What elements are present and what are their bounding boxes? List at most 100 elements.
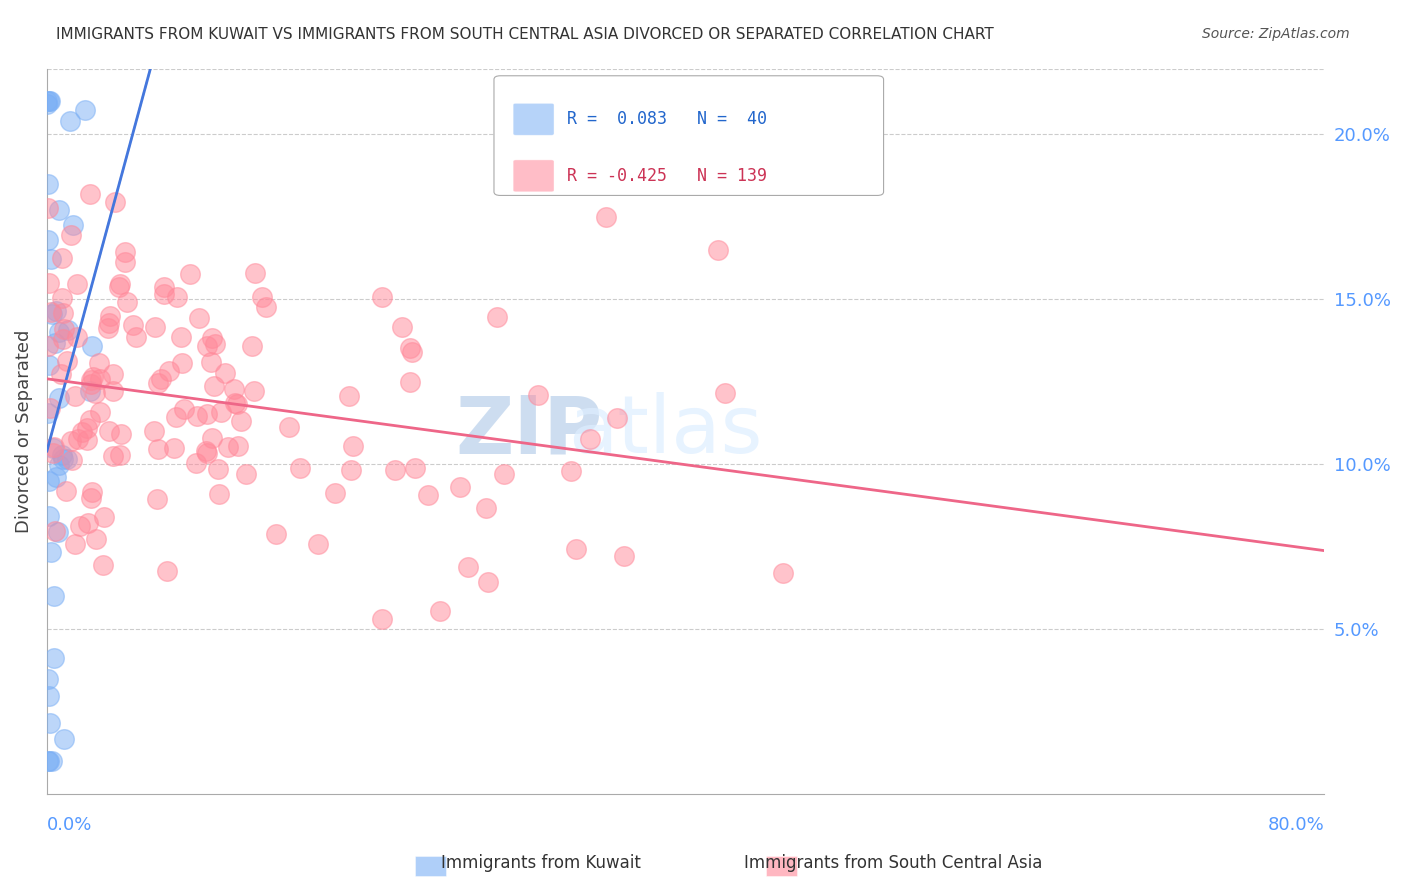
Point — [97, 321, 120, 335]
Point — [401, 344, 423, 359]
Point — [37, 201, 59, 215]
Point — [77, 516, 100, 530]
Point — [184, 456, 207, 470]
Point — [48, 325, 70, 339]
Point — [66, 277, 89, 291]
Point — [486, 310, 509, 324]
Point — [103, 449, 125, 463]
Point — [63, 389, 86, 403]
Point — [418, 488, 440, 502]
Point — [44, 524, 66, 538]
Point — [76, 421, 98, 435]
Point — [143, 320, 166, 334]
Point — [226, 439, 249, 453]
Point — [114, 254, 136, 268]
Text: 80.0%: 80.0% — [1268, 815, 1324, 833]
Point — [52, 452, 75, 467]
Point — [195, 443, 218, 458]
Point — [201, 431, 224, 445]
Point — [44, 589, 66, 603]
Point — [235, 467, 257, 481]
Point — [254, 300, 277, 314]
Point — [224, 396, 246, 410]
Point — [188, 311, 211, 326]
Point — [79, 413, 101, 427]
Point — [195, 446, 218, 460]
Point — [91, 558, 114, 573]
Y-axis label: Divorced or Separated: Divorced or Separated — [15, 329, 32, 533]
Point — [125, 329, 148, 343]
Point — [391, 320, 413, 334]
Text: Immigrants from Kuwait: Immigrants from Kuwait — [441, 855, 641, 872]
Point — [340, 463, 363, 477]
Point — [52, 306, 75, 320]
Point — [62, 218, 84, 232]
Point — [48, 202, 70, 217]
Point — [371, 612, 394, 626]
Point — [38, 475, 60, 489]
Point — [110, 426, 132, 441]
Point — [429, 604, 451, 618]
Point — [148, 376, 170, 391]
Point — [252, 290, 274, 304]
Point — [108, 448, 131, 462]
Point — [173, 402, 195, 417]
Text: Immigrants from South Central Asia: Immigrants from South Central Asia — [744, 855, 1042, 872]
Point — [55, 452, 77, 467]
Point — [477, 575, 499, 590]
Point — [150, 372, 173, 386]
FancyBboxPatch shape — [513, 103, 554, 136]
Point — [152, 286, 174, 301]
Point — [51, 448, 73, 462]
Point — [38, 276, 60, 290]
Text: IMMIGRANTS FROM KUWAIT VS IMMIGRANTS FROM SOUTH CENTRAL ASIA DIVORCED OR SEPARAT: IMMIGRANTS FROM KUWAIT VS IMMIGRANTS FRO… — [56, 27, 994, 42]
Point — [243, 266, 266, 280]
Point — [404, 461, 426, 475]
Point — [59, 113, 82, 128]
Point — [98, 316, 121, 330]
Point — [595, 210, 617, 224]
Point — [170, 356, 193, 370]
Point — [39, 252, 62, 267]
Point — [45, 304, 67, 318]
Point — [80, 373, 103, 387]
Point — [772, 566, 794, 580]
Point — [152, 280, 174, 294]
Point — [38, 95, 60, 109]
Point — [98, 310, 121, 324]
Point — [48, 525, 70, 540]
Point — [39, 95, 62, 109]
Point — [52, 731, 75, 746]
Point — [579, 432, 602, 446]
Point — [83, 386, 105, 401]
Text: R =  0.083   N =  40: R = 0.083 N = 40 — [567, 111, 766, 128]
Point — [277, 419, 299, 434]
Point — [38, 689, 60, 703]
Point — [84, 532, 107, 546]
Point — [89, 372, 111, 386]
Point — [108, 277, 131, 292]
Point — [48, 391, 70, 405]
Point — [42, 440, 65, 454]
Point — [63, 537, 86, 551]
Point — [37, 339, 59, 353]
Point — [38, 401, 60, 416]
Point — [39, 545, 62, 559]
Point — [108, 280, 131, 294]
Point — [42, 651, 65, 665]
Point — [706, 243, 728, 257]
Point — [264, 526, 287, 541]
Point — [70, 425, 93, 439]
Text: R = -0.425   N = 139: R = -0.425 N = 139 — [567, 167, 766, 185]
Point — [51, 251, 73, 265]
Point — [41, 441, 63, 455]
Point — [195, 407, 218, 421]
Point — [217, 440, 239, 454]
Point — [143, 425, 166, 439]
FancyBboxPatch shape — [513, 160, 554, 192]
Point — [80, 491, 103, 505]
Point — [48, 458, 70, 472]
Point — [80, 338, 103, 352]
Point — [114, 244, 136, 259]
Point — [66, 432, 89, 446]
